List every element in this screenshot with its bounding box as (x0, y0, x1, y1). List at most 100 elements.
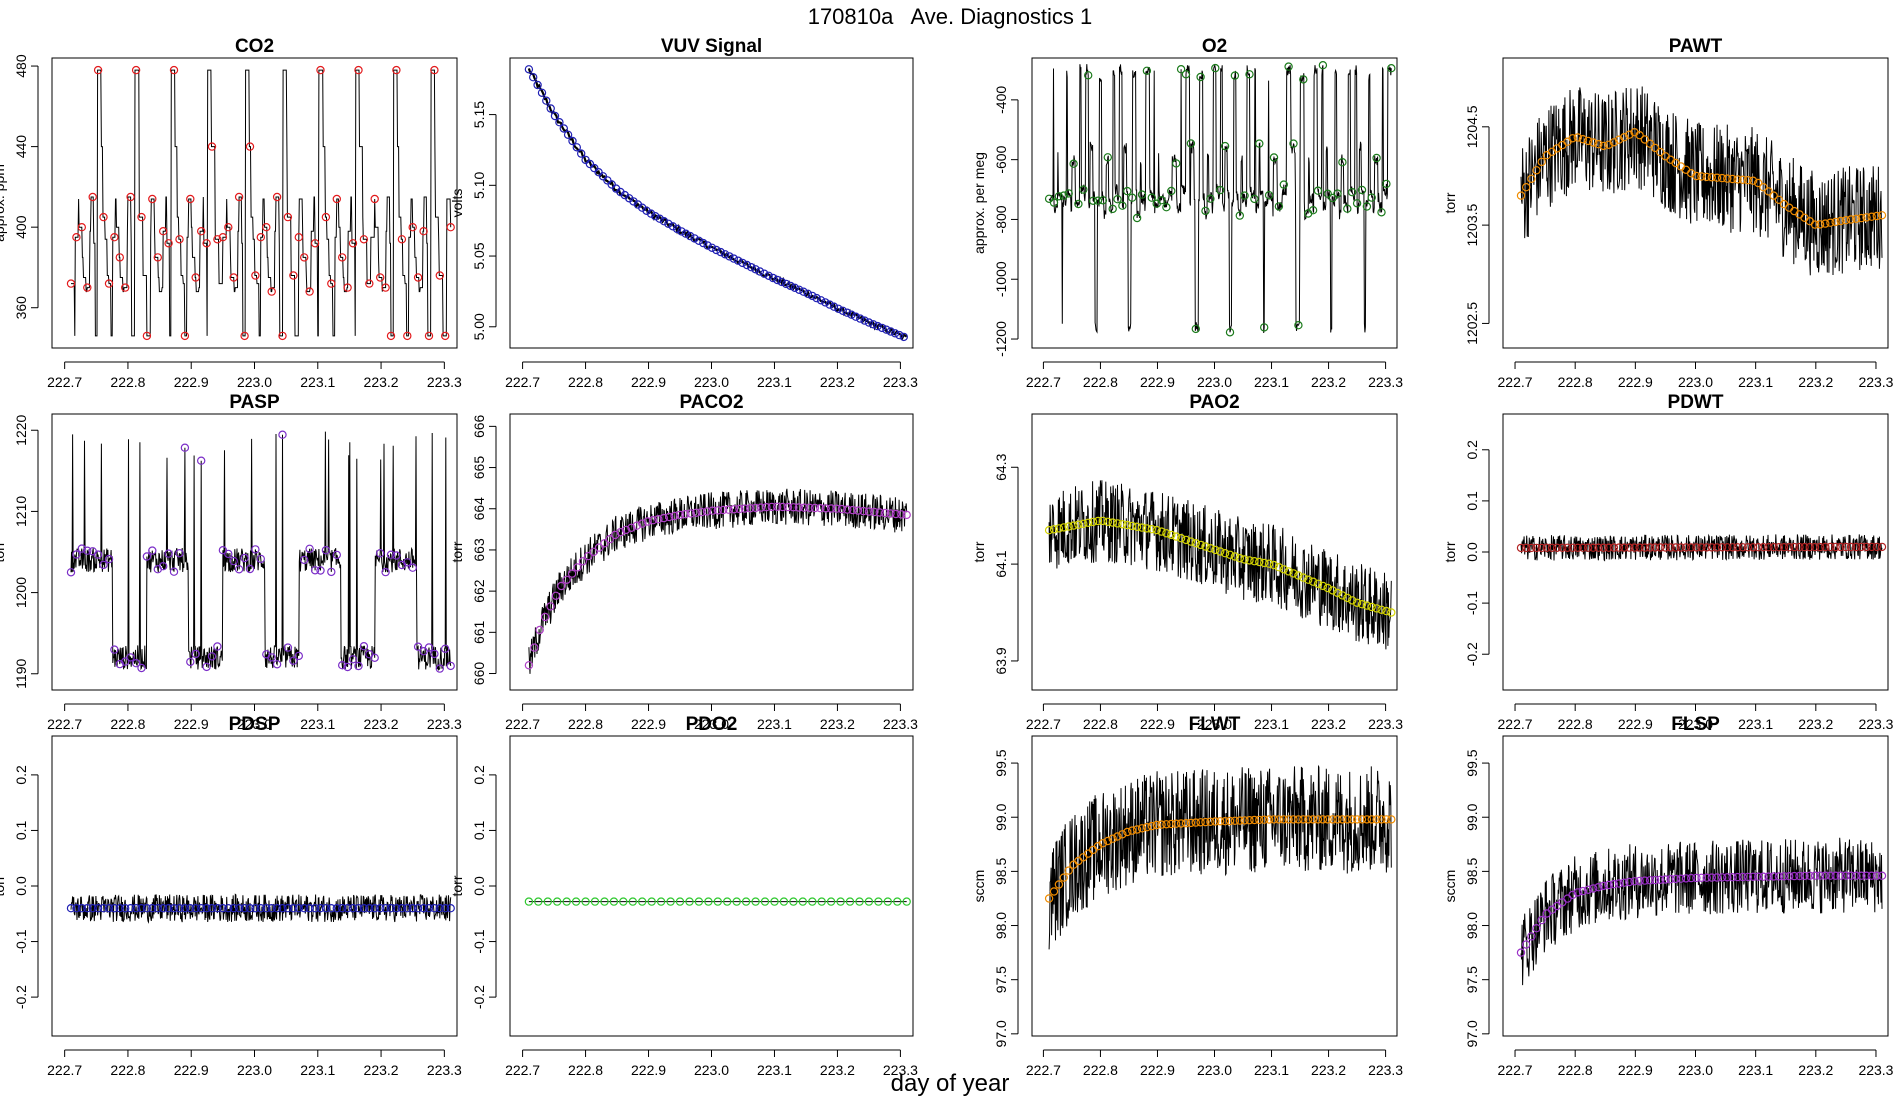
average-marker (1137, 190, 1147, 199)
average-marker (218, 232, 228, 242)
average-marker (1743, 543, 1753, 552)
average-marker (1666, 543, 1675, 552)
average-marker (1367, 602, 1376, 612)
average-marker (142, 331, 152, 341)
average-marker (365, 904, 374, 913)
average-marker (842, 308, 852, 317)
average-marker (826, 504, 836, 513)
y-tick-label: 665 (471, 456, 487, 480)
average-marker (571, 897, 581, 906)
average-marker (1313, 186, 1323, 195)
y-tick-label: 5.10 (471, 171, 487, 198)
y-axis-label: torr (0, 541, 7, 562)
average-marker (186, 194, 195, 204)
average-marker (864, 507, 874, 516)
average-marker (1064, 866, 1073, 875)
y-axis-label: torr (0, 875, 7, 896)
x-tick-label: 222.9 (1140, 374, 1175, 390)
average-marker (1328, 815, 1337, 824)
average-marker (647, 897, 656, 906)
average-marker (1568, 890, 1577, 900)
average-marker (251, 904, 260, 913)
average-marker (413, 642, 423, 651)
average-marker (1235, 816, 1245, 825)
average-marker (1707, 543, 1717, 552)
average-marker (1215, 547, 1225, 556)
average-marker (1728, 543, 1737, 552)
average-marker (551, 591, 561, 601)
average-marker (310, 239, 320, 248)
average-marker (847, 310, 856, 319)
average-marker (832, 504, 841, 513)
average-marker (1867, 212, 1876, 221)
average-marker (1599, 141, 1608, 151)
y-tick-label: 64.1 (993, 550, 1009, 577)
average-marker (874, 897, 883, 906)
average-marker (1308, 205, 1318, 215)
average-marker (1059, 523, 1069, 532)
average-marker (1532, 166, 1541, 175)
average-marker (408, 563, 417, 572)
average-marker (1764, 187, 1773, 196)
average-marker (1333, 189, 1342, 198)
average-marker (1289, 815, 1298, 824)
average-marker (413, 904, 423, 913)
average-marker (735, 504, 744, 514)
average-marker (1846, 542, 1856, 552)
average-marker (890, 329, 900, 338)
average-marker (164, 904, 173, 913)
average-marker (877, 323, 887, 333)
average-marker (1220, 817, 1230, 826)
average-marker (1857, 542, 1866, 552)
y-tick-label: 480 (13, 54, 29, 78)
x-tick-label: 223.3 (427, 1062, 462, 1078)
average-marker (790, 283, 800, 292)
average-marker (1743, 872, 1753, 882)
average-marker (1676, 874, 1686, 883)
average-marker (543, 897, 553, 906)
average-marker (1826, 218, 1835, 227)
average-marker (332, 904, 341, 913)
average-marker (690, 234, 699, 243)
average-marker (553, 897, 562, 906)
x-tick-label: 222.8 (1558, 716, 1593, 732)
average-marker (720, 250, 730, 259)
x-tick-label: 223.1 (1738, 716, 1773, 732)
data-trace (1048, 764, 1392, 950)
average-marker (1147, 193, 1157, 202)
plot-frame (509, 57, 914, 349)
average-marker (1831, 871, 1840, 880)
average-marker (1753, 543, 1763, 552)
average-marker (446, 222, 455, 232)
average-marker (751, 265, 760, 274)
average-marker (1147, 821, 1157, 831)
panel-pao2: PAO2 222.7 222.8 222.9 223.0 223.1 223.2 223.3 6… (971, 392, 1403, 732)
average-marker (213, 235, 222, 244)
x-tick-label: 223.0 (1678, 716, 1713, 732)
average-marker (524, 65, 534, 74)
average-marker (1583, 543, 1593, 552)
average-marker (891, 509, 901, 519)
average-marker (1181, 819, 1191, 828)
average-marker (1299, 815, 1308, 824)
average-marker (316, 566, 325, 575)
average-marker (1650, 543, 1660, 552)
x-axis-title: day of year (890, 1070, 1010, 1097)
average-marker (1743, 175, 1753, 185)
average-marker (664, 219, 673, 228)
average-marker (376, 549, 385, 558)
average-marker (120, 657, 130, 666)
average-marker (699, 238, 708, 248)
y-tick-label: 98.0 (993, 912, 1009, 939)
average-marker (294, 651, 303, 661)
average-marker (681, 229, 691, 238)
average-marker (126, 904, 135, 913)
x-tick-label: 223.2 (1311, 1062, 1346, 1078)
x-tick-label: 222.8 (110, 1062, 145, 1078)
average-marker (1748, 176, 1758, 185)
average-marker (1573, 133, 1583, 142)
average-marker (609, 897, 619, 906)
average-marker (821, 298, 830, 307)
average-marker (1635, 543, 1644, 552)
average-marker (1157, 195, 1166, 205)
